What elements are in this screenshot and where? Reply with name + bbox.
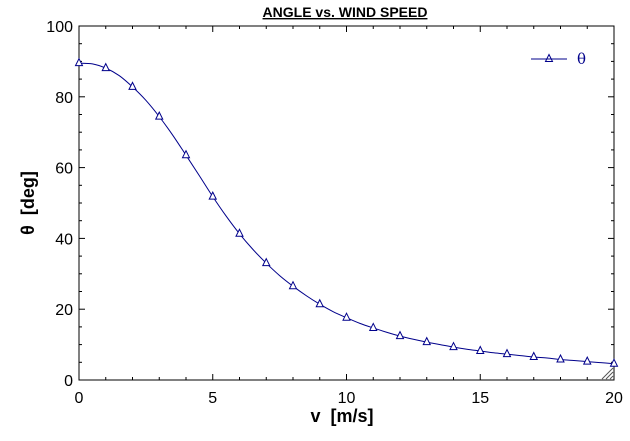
plot-area: [78, 25, 615, 381]
x-tick-label: 15: [471, 390, 489, 407]
axis-ticks: [78, 25, 615, 381]
legend-marker-icon: [544, 53, 554, 62]
y-tick-label: 100: [46, 19, 73, 36]
y-tick-label: 0: [64, 373, 73, 390]
y-tick-label: 80: [55, 90, 73, 107]
x-axis-title: v [m/s]: [310, 406, 373, 426]
chart-title: ANGLE vs. WIND SPEED: [263, 4, 428, 20]
data-point-marker: [288, 280, 298, 290]
data-point-marker: [556, 353, 565, 363]
data-point-marker: [128, 81, 137, 90]
data-point-marker: [342, 312, 351, 321]
x-tick-label: 20: [605, 390, 623, 407]
x-tick-label: 5: [208, 390, 217, 407]
y-tick-label: 20: [55, 302, 73, 319]
data-point-marker: [181, 149, 191, 159]
data-point-marker: [449, 341, 458, 351]
legend-label: θ: [577, 50, 586, 68]
data-point-marker: [609, 358, 619, 367]
x-tick-label: 0: [75, 390, 84, 407]
data-point-marker: [422, 336, 432, 346]
resize-grip-icon: [601, 367, 614, 380]
tick-labels: 0 5 10 15 20 0 20 40 60 80 100: [46, 19, 623, 407]
data-point-marker: [101, 62, 111, 72]
data-point-marker: [395, 330, 405, 340]
y-tick-label: 40: [55, 231, 73, 248]
data-point-marker: [235, 228, 244, 237]
data-point-marker: [315, 298, 325, 308]
data-point-marker: [529, 351, 539, 360]
series-markers: [74, 57, 619, 367]
legend: θ: [531, 50, 586, 68]
data-point-marker: [582, 355, 592, 365]
data-point-marker: [208, 191, 218, 200]
data-point-marker: [475, 345, 485, 354]
data-point-marker: [74, 57, 84, 67]
data-point-marker: [261, 257, 271, 267]
x-tick-label: 10: [338, 390, 356, 407]
data-point-marker: [502, 348, 512, 358]
data-point-marker: [154, 111, 164, 120]
y-tick-label: 60: [55, 161, 73, 178]
y-axis-title: θ [deg]: [18, 171, 38, 235]
data-point-marker: [368, 322, 378, 331]
